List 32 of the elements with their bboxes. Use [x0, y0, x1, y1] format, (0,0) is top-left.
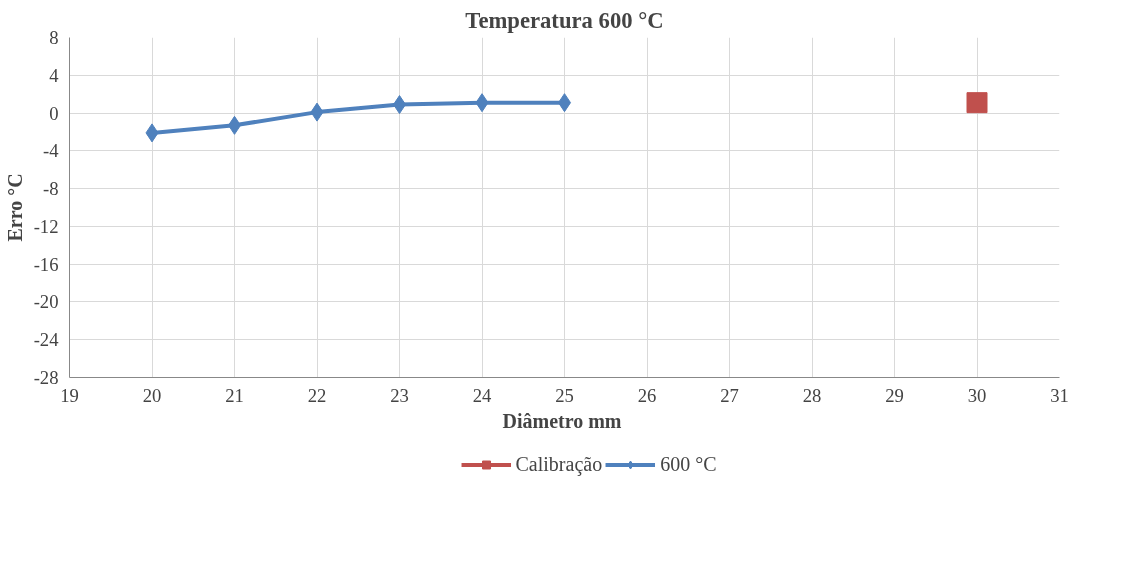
legend-label: 600 °C — [660, 452, 717, 476]
x-tick-label: 27 — [720, 384, 739, 406]
x-tick-label: 19 — [60, 384, 79, 406]
x-tick-label: 20 — [142, 384, 162, 406]
point — [475, 93, 489, 113]
y-tick-label: -28 — [33, 367, 59, 388]
y-tick-label: -20 — [33, 291, 59, 313]
x-tick-label: 21 — [225, 384, 244, 406]
x-tick-label: 24 — [472, 384, 492, 406]
x-tick-label: 26 — [637, 384, 657, 406]
legend-label: Calibração — [515, 452, 603, 476]
y-axis-title: Erro °C — [3, 173, 26, 242]
x-tick-label: 23 — [390, 384, 409, 406]
x-tick-label: 29 — [885, 384, 904, 406]
x-tick-label: 31 — [1050, 384, 1069, 406]
y-tick-label: 0 — [49, 102, 59, 124]
y-tick-label: 4 — [49, 64, 60, 86]
y-tick-label: -12 — [33, 215, 59, 237]
y-tick-label: -16 — [33, 253, 59, 275]
x-tick-label: 25 — [555, 384, 574, 406]
y-tick-label: -8 — [42, 178, 59, 200]
point — [145, 123, 159, 143]
x-tick-label: 22 — [307, 384, 327, 406]
x-tick-label: 28 — [802, 384, 822, 406]
point — [310, 102, 324, 122]
chart-title: Temperatura 600 °C — [465, 7, 664, 33]
y-tick-label: -4 — [42, 140, 60, 162]
y-tick-label: -24 — [33, 329, 60, 351]
point — [966, 92, 988, 114]
y-tick-label: 8 — [49, 27, 59, 48]
x-axis-title: Diâmetro mm — [502, 409, 622, 432]
x-tick-label: 30 — [967, 384, 987, 406]
